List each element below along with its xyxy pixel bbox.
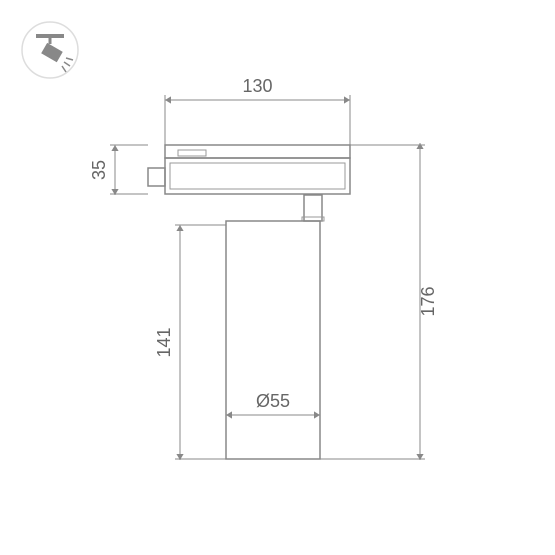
svg-text:176: 176: [418, 286, 438, 316]
svg-text:130: 130: [242, 76, 272, 96]
svg-text:Ø55: Ø55: [256, 391, 290, 411]
svg-text:35: 35: [89, 160, 109, 180]
svg-text:141: 141: [154, 327, 174, 357]
